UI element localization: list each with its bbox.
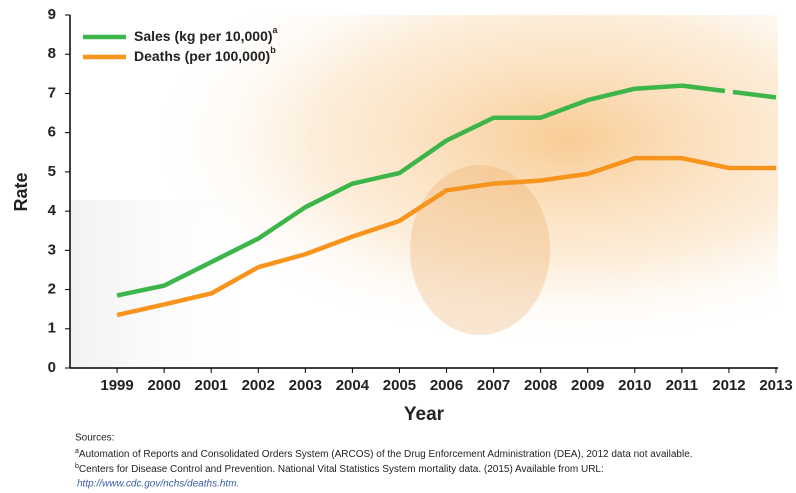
y-tick-label: 8 xyxy=(48,45,56,62)
note-mark: b xyxy=(75,463,79,470)
y-tick-label: 2 xyxy=(48,281,56,298)
sources-label: Sources: xyxy=(75,433,114,444)
x-tick-label: 2010 xyxy=(618,377,651,394)
x-tick-label: 2007 xyxy=(477,377,510,394)
y-axis-title: Rate xyxy=(11,172,31,211)
source-note: aAutomation of Reports and Consolidated … xyxy=(75,448,693,460)
x-tick-label: 2002 xyxy=(242,377,275,394)
x-tick-label: 2011 xyxy=(666,377,699,394)
x-tick-label: 2013 xyxy=(759,377,792,394)
x-tick-label: 2012 xyxy=(712,377,745,394)
note-text: Centers for Disease Control and Preventi… xyxy=(79,464,604,475)
x-tick-label: 2001 xyxy=(195,377,228,394)
x-tick-label: 1999 xyxy=(100,377,133,394)
legend-label: Sales (kg per 10,000)a xyxy=(134,25,279,43)
background-image xyxy=(410,165,550,335)
legend-label: Deaths (per 100,000)b xyxy=(134,45,276,63)
gap-bridge xyxy=(681,83,777,100)
y-tick-label: 1 xyxy=(48,320,56,337)
x-tick-label: 2003 xyxy=(289,377,322,394)
x-tick-label: 2008 xyxy=(524,377,557,394)
legend-note: a xyxy=(273,25,279,35)
x-tick-label: 2006 xyxy=(430,377,463,394)
y-tick-label: 9 xyxy=(48,6,56,23)
source-url[interactable]: http://www.cdc.gov/nchs/deaths.htm. xyxy=(77,479,239,490)
y-tick-label: 7 xyxy=(48,84,56,101)
note-mark: a xyxy=(75,448,79,455)
y-tick-label: 4 xyxy=(48,202,57,219)
y-tick-label: 3 xyxy=(48,241,56,258)
y-tick-label: 5 xyxy=(48,163,56,180)
x-axis-title: Year xyxy=(404,404,445,425)
y-tick-label: 0 xyxy=(48,359,56,376)
series-line xyxy=(116,83,683,298)
x-tick-label: 2009 xyxy=(571,377,604,394)
x-tick-label: 2000 xyxy=(147,377,180,394)
legend-name: Deaths (per 100,000) xyxy=(134,48,270,64)
x-tick-label: 2004 xyxy=(336,377,370,394)
y-tick-label: 6 xyxy=(48,124,56,141)
legend-note: b xyxy=(270,45,276,55)
series-line xyxy=(116,155,776,318)
source-note: bCenters for Disease Control and Prevent… xyxy=(75,463,604,475)
x-tick-label: 2005 xyxy=(383,377,416,394)
note-text: Automation of Reports and Consolidated O… xyxy=(79,449,693,460)
legend-name: Sales (kg per 10,000) xyxy=(134,28,273,44)
